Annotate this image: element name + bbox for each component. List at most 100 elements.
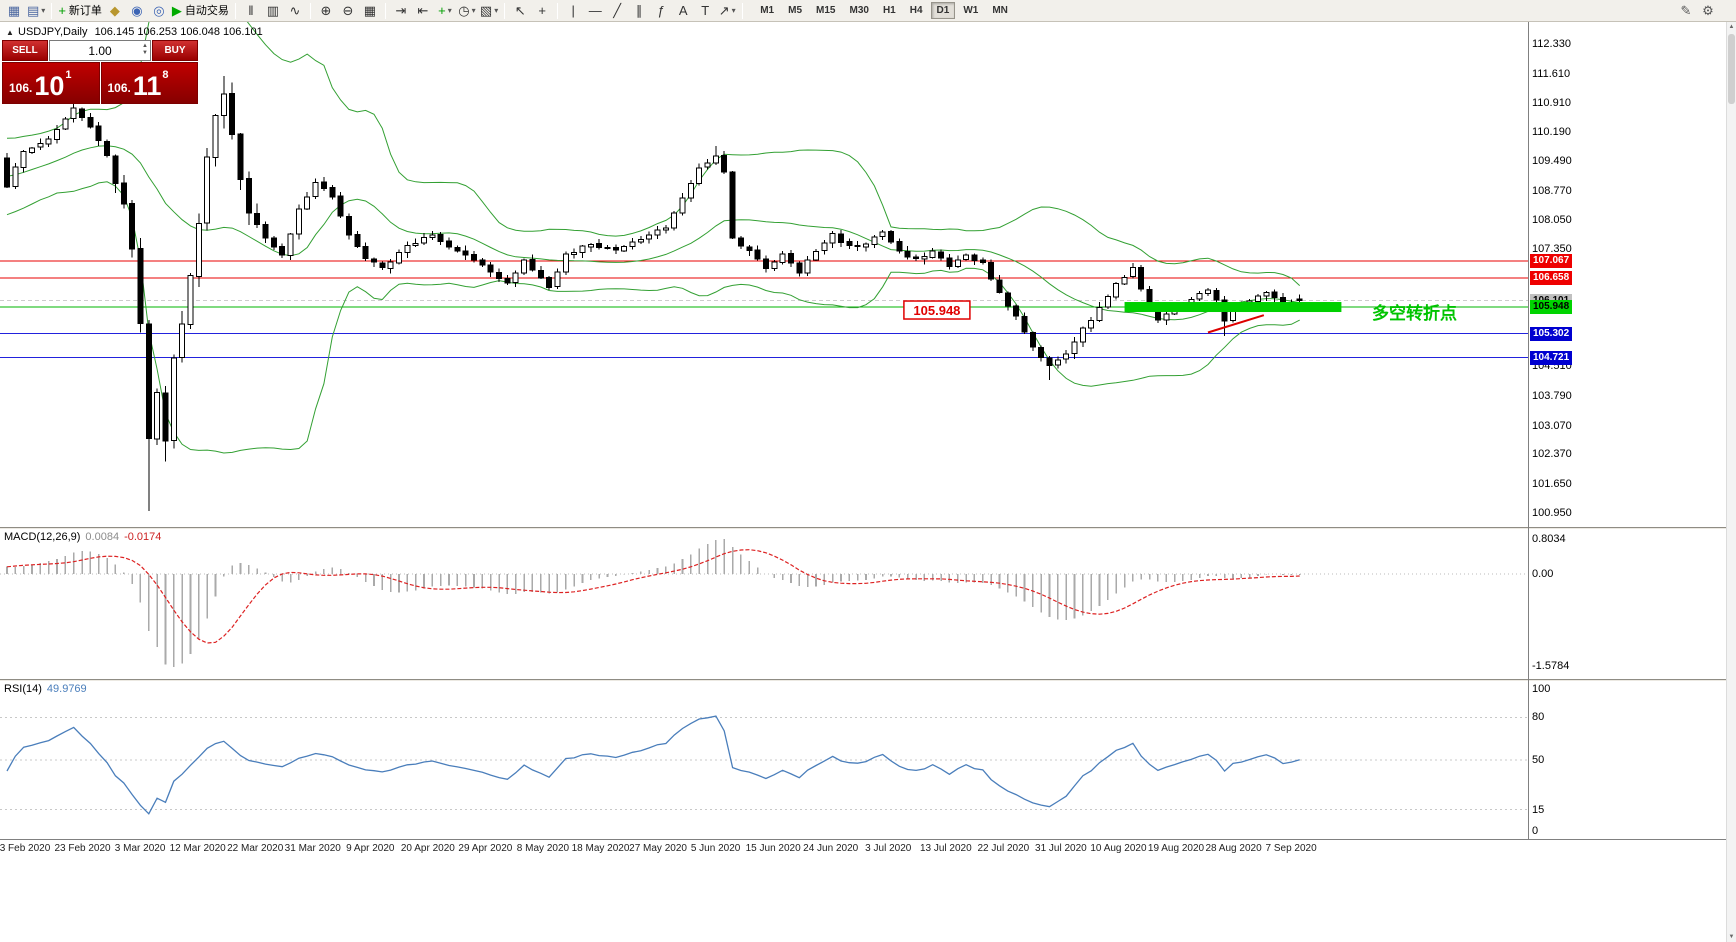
new-chart-icon[interactable]: ▦ <box>4 2 24 20</box>
auto-scroll-icon[interactable]: ⇥ <box>391 2 411 20</box>
timeframe-button-h4[interactable]: H4 <box>909 5 923 16</box>
macd-panel-canvas[interactable] <box>0 529 1528 679</box>
volume-value: 1.00 <box>88 43 112 58</box>
dropdown-arrow-icon[interactable]: ▾ <box>41 5 46 15</box>
date-axis-label[interactable]: 28 Aug 2020 <box>1205 843 1262 854</box>
date-axis-label[interactable]: 24 Jun 2020 <box>803 843 859 854</box>
date-axis-label[interactable]: 3 Feb 2020 <box>0 843 51 854</box>
text-icon[interactable]: A <box>673 2 693 20</box>
date-axis-label[interactable]: 5 Jun 2020 <box>690 843 741 854</box>
timeframe-button-h1[interactable]: H1 <box>882 5 896 16</box>
volume-spinner[interactable]: ▲ ▼ <box>142 43 148 57</box>
y-axis-label: 107.350 <box>1532 243 1572 256</box>
periods-icon[interactable]: ◷ ▾ <box>457 2 477 20</box>
edit-icon[interactable]: ✎ <box>1680 2 1692 18</box>
zoom-out-icon[interactable]: ⊖ <box>338 2 358 20</box>
scrollbar-down-arrow[interactable]: ▼ <box>1728 934 1735 940</box>
y-axis-label: 111.610 <box>1532 67 1571 80</box>
metaeditor-icon[interactable]: ◆ <box>105 2 125 20</box>
toolbar-separator <box>557 2 559 19</box>
terminal-icon[interactable]: ◎ <box>149 2 169 20</box>
one-click-collapse-arrow[interactable]: ▲ <box>6 28 14 37</box>
dropdown-arrow-icon[interactable]: ▾ <box>471 5 476 15</box>
timeframe-button-m1[interactable]: M1 <box>760 5 775 16</box>
timeframe-button-m15[interactable]: M15 <box>816 5 836 16</box>
vertical-line-icon[interactable]: | <box>563 2 583 20</box>
date-axis-label[interactable]: 31 Jul 2020 <box>1035 843 1087 854</box>
buy-price-button[interactable]: 106. 11 8 <box>100 62 198 104</box>
new-order-button[interactable]: + 新订单 <box>57 2 103 20</box>
date-axis-label[interactable]: 12 Mar 2020 <box>169 843 226 854</box>
scrollbar-up-arrow[interactable]: ▲ <box>1728 24 1735 30</box>
date-axis-label[interactable]: 29 Apr 2020 <box>458 843 513 854</box>
date-axis-label[interactable]: 3 Mar 2020 <box>114 843 166 854</box>
chart-window[interactable]: 105.948 ▲ USDJPY,Daily 106.145 106.253 1… <box>0 22 1736 942</box>
trendline-icon[interactable]: ╱ <box>607 2 627 20</box>
templates-icon[interactable]: ▧ ▾ <box>479 2 499 20</box>
sell-button[interactable]: SELL <box>2 40 48 61</box>
metaeditor-icon: ◆ <box>109 2 120 18</box>
dropdown-arrow-icon[interactable]: ▾ <box>731 5 736 15</box>
channel-icon[interactable]: ∥ <box>629 2 649 20</box>
y-axis-label: 108.770 <box>1532 184 1572 197</box>
autotrading-button[interactable]: ▶ 自动交易 <box>171 2 230 20</box>
navigator-icon[interactable]: ◉ <box>127 2 147 20</box>
date-axis-label[interactable]: 31 Mar 2020 <box>284 843 341 854</box>
dropdown-arrow-icon[interactable]: ▾ <box>447 5 452 15</box>
cursor-icon[interactable]: ↖ <box>510 2 530 20</box>
timeframe-button-m5[interactable]: M5 <box>788 5 803 16</box>
sell-price-button[interactable]: 106. 10 1 <box>2 62 100 104</box>
scrollbar-thumb[interactable] <box>1728 34 1735 104</box>
tile-windows-icon[interactable]: ▦ <box>360 2 380 20</box>
date-axis-label[interactable]: 9 Apr 2020 <box>346 843 395 854</box>
date-axis-label[interactable]: 8 May 2020 <box>516 843 570 854</box>
date-axis-label[interactable]: 10 Aug 2020 <box>1090 843 1147 854</box>
profiles-icon[interactable]: ▤ ▾ <box>26 2 46 20</box>
chart-shift-icon[interactable]: ⇤ <box>413 2 433 20</box>
sell-price-prefix: 106. <box>9 81 33 95</box>
vertical-scrollbar[interactable]: ▲ ▼ <box>1726 22 1736 942</box>
candlestick-chart-icon[interactable]: ▥ <box>263 2 283 20</box>
macd-signal-value: -0.0174 <box>124 531 162 543</box>
main-chart-canvas[interactable]: 105.948 <box>0 22 1528 527</box>
rsi-panel-canvas[interactable] <box>0 681 1528 839</box>
date-axis-label[interactable]: 23 Feb 2020 <box>54 843 111 854</box>
text-label-icon[interactable]: T <box>695 2 715 20</box>
dropdown-arrow-icon[interactable]: ▾ <box>494 5 499 15</box>
date-axis-label[interactable]: 7 Sep 2020 <box>1265 843 1317 854</box>
date-axis-label[interactable]: 18 May 2020 <box>571 843 630 854</box>
macd-panel-separator[interactable] <box>0 527 1726 529</box>
crosshair-icon[interactable]: + <box>532 2 552 20</box>
bar-chart-icon[interactable]: ‖ <box>241 2 261 20</box>
rsi-panel-separator[interactable] <box>0 679 1726 681</box>
spinner-down-icon[interactable]: ▼ <box>142 50 148 56</box>
fibonacci-icon[interactable]: ƒ <box>651 2 671 20</box>
arrows-icon[interactable]: ↗ ▾ <box>717 2 737 20</box>
macd-scale-zero: 0.00 <box>1532 568 1554 581</box>
y-axis-label: 102.370 <box>1532 448 1572 461</box>
horizontal-line-icon[interactable]: — <box>585 2 605 20</box>
timeframe-button-d1[interactable]: D1 <box>930 2 956 19</box>
date-axis-label[interactable]: 19 Aug 2020 <box>1147 843 1205 854</box>
autotrading-button: ▶ <box>171 2 182 18</box>
indicators-icon[interactable]: + ▾ <box>435 2 455 20</box>
settings-icon[interactable]: ⚙ <box>1702 2 1714 18</box>
date-axis-label[interactable]: 22 Jul 2020 <box>977 843 1030 854</box>
date-axis-label[interactable]: 13 Jul 2020 <box>919 843 972 854</box>
date-axis-label[interactable]: 15 Jun 2020 <box>745 843 801 854</box>
timeframe-button-w1[interactable]: W1 <box>963 5 979 16</box>
timeframe-button-m30[interactable]: M30 <box>849 5 869 16</box>
date-axis-label[interactable]: 3 Jul 2020 <box>865 843 912 854</box>
y-axis-label: 109.490 <box>1532 155 1572 168</box>
zoom-in-icon[interactable]: ⊕ <box>316 2 336 20</box>
spinner-up-icon[interactable]: ▲ <box>142 43 148 49</box>
line-chart-icon[interactable]: ∿ <box>285 2 305 20</box>
date-axis-label[interactable]: 22 Mar 2020 <box>227 843 284 854</box>
buy-button[interactable]: BUY <box>152 40 198 61</box>
date-axis-label[interactable]: 27 May 2020 <box>629 843 687 854</box>
date-axis-label[interactable]: 20 Apr 2020 <box>400 843 455 854</box>
rsi-scale-label: 15 <box>1532 803 1545 816</box>
volume-input[interactable]: 1.00 ▲ ▼ <box>49 40 151 61</box>
price-tag-green: 105.948 <box>1530 300 1573 315</box>
timeframe-button-mn[interactable]: MN <box>992 5 1008 16</box>
